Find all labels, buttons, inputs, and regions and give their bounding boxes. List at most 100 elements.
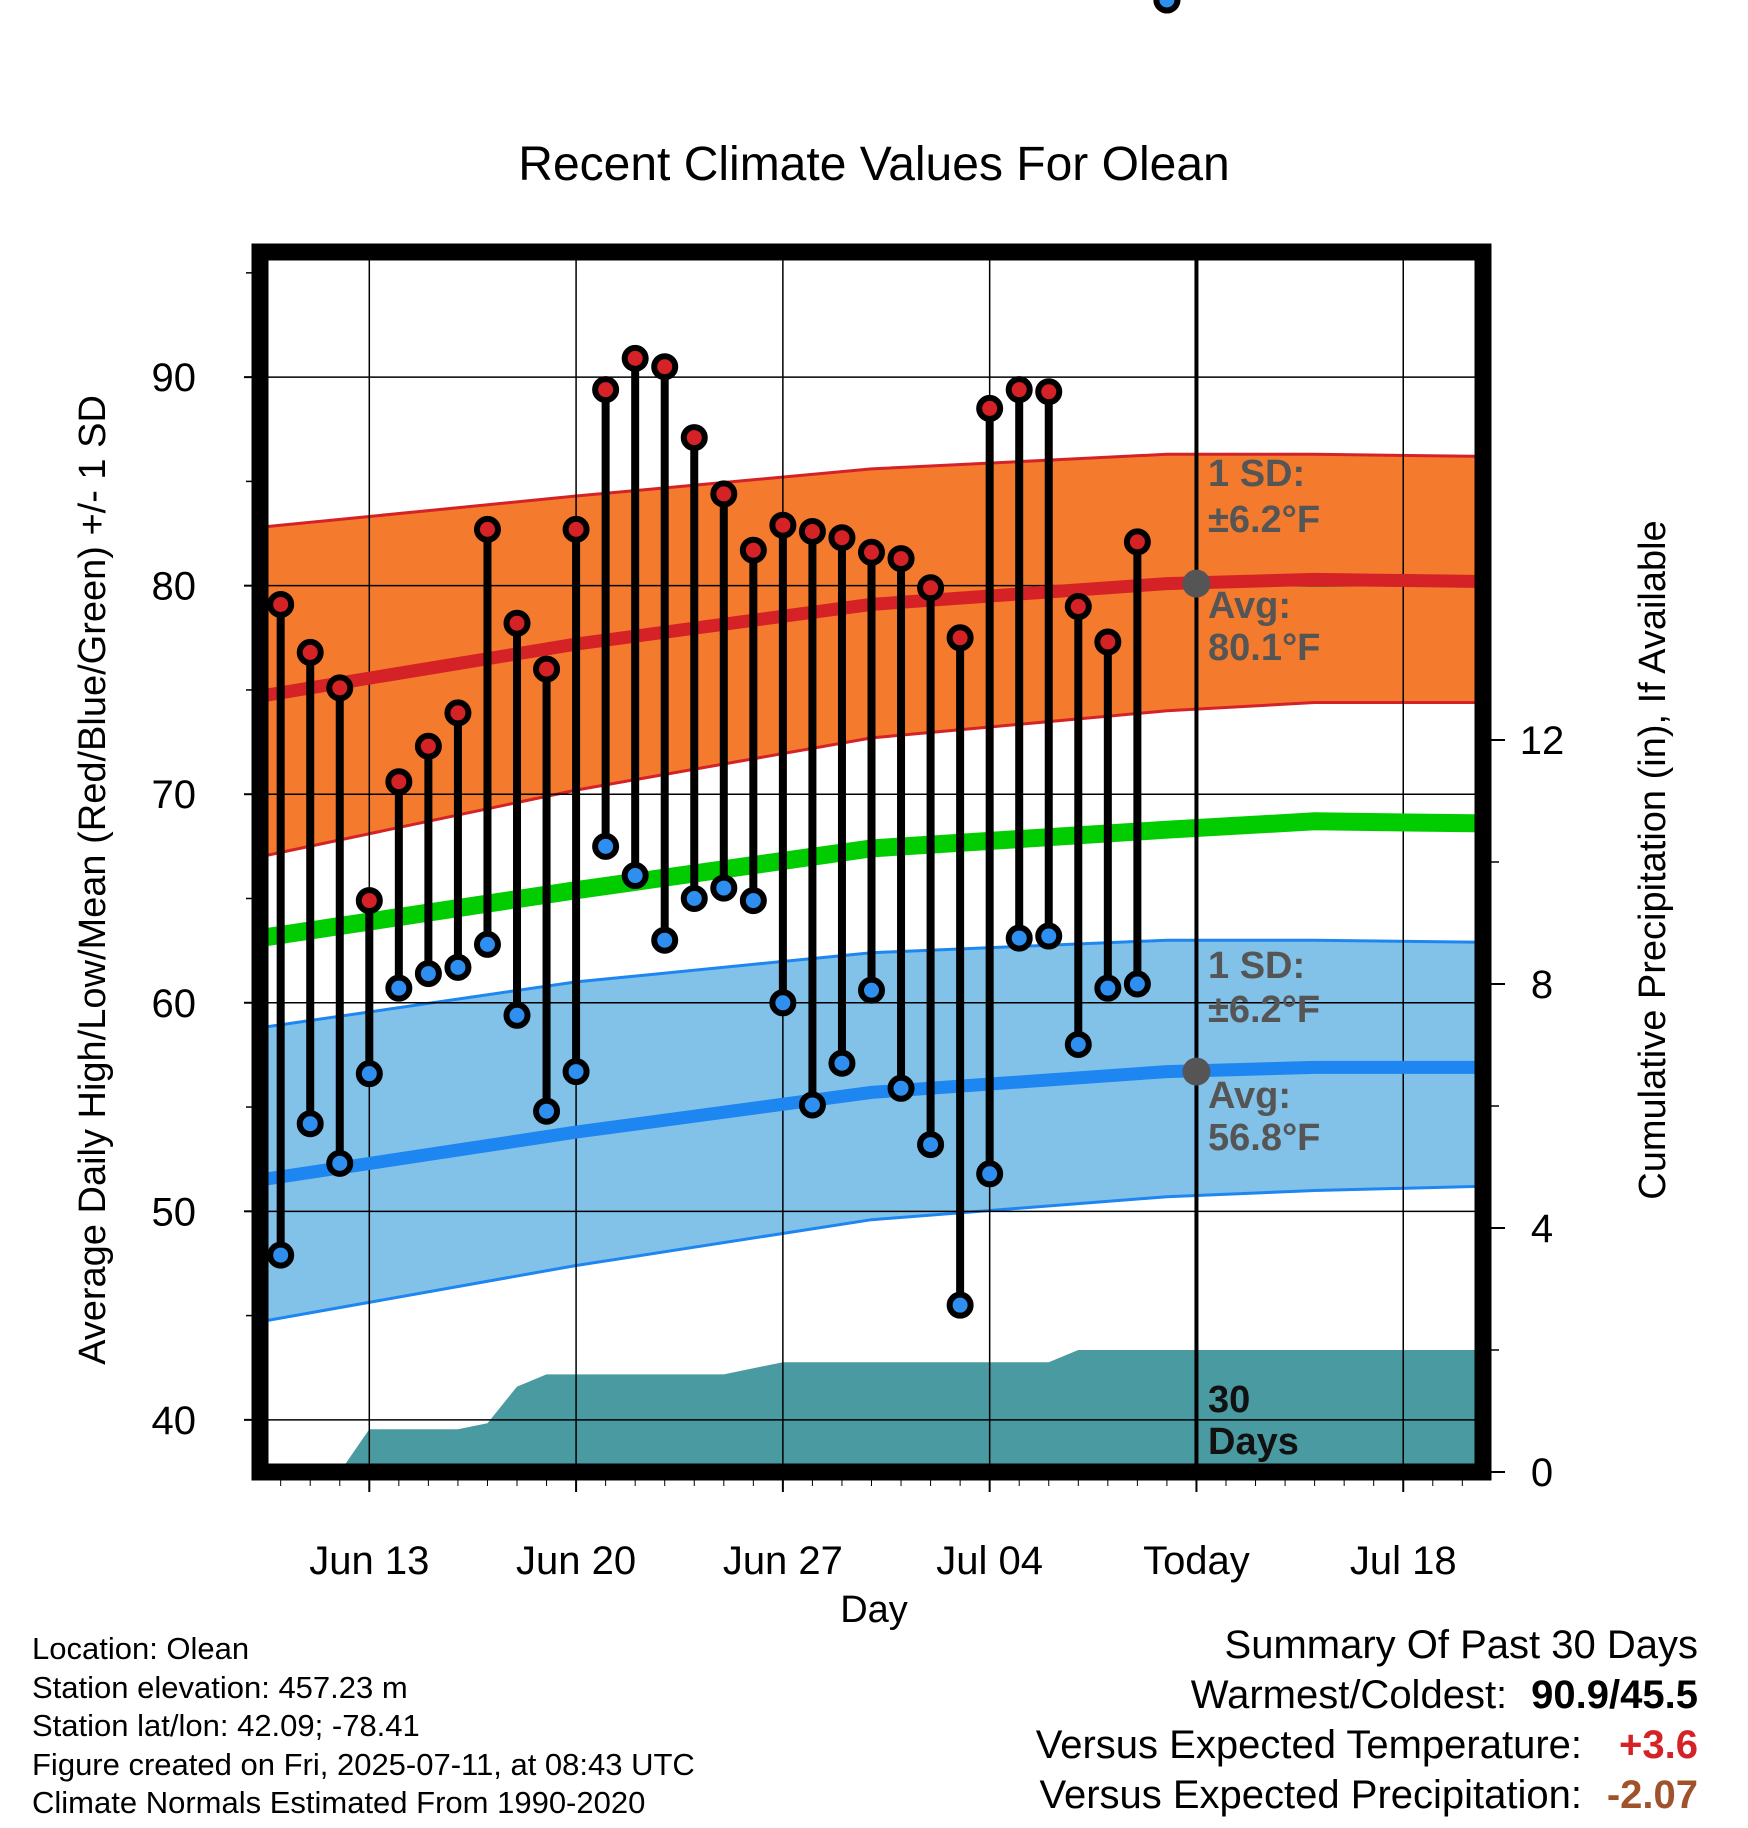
warm-cold-label: Warmest/Coldest: <box>1190 1673 1508 1717</box>
high-point <box>444 699 472 727</box>
low-point <box>444 953 472 981</box>
precip-label: Versus Expected Precipitation: <box>1039 1773 1582 1817</box>
station-info: Location: Olean Station elevation: 457.2… <box>32 1630 695 1823</box>
low-normal-line <box>260 1060 1483 1187</box>
low-point <box>858 976 885 1004</box>
high-point <box>828 524 856 552</box>
precip-value: -2.07 <box>1606 1773 1698 1817</box>
y2-tick-label: 0 <box>1531 1451 1553 1495</box>
y-tick-label: 40 <box>152 1399 197 1443</box>
precip-days-number: 30 <box>1208 1379 1250 1421</box>
low-point <box>739 887 767 915</box>
today-high-normal-marker <box>1182 569 1211 598</box>
high-point <box>946 624 974 652</box>
high-point <box>739 536 767 564</box>
low-avg-label: Avg: <box>1208 1075 1291 1117</box>
x-tick-label: Jul 04 <box>936 1539 1043 1583</box>
axes: 40 50 60 70 80 90 0 4 8 12 Jun 13 Jun 20 Jun 27 Jul 0… <box>152 272 1565 1583</box>
low-point <box>798 1091 826 1119</box>
low-point <box>385 974 413 1002</box>
high-point <box>710 480 738 508</box>
precip-area <box>260 1350 1483 1472</box>
high-avg-label: Avg: <box>1208 585 1291 627</box>
latlon-text: Station lat/lon: 42.09; -78.41 <box>32 1708 420 1743</box>
y-tick-label: 50 <box>152 1190 197 1234</box>
high-point <box>326 674 354 702</box>
today-low-normal-marker <box>1182 1057 1211 1086</box>
low-point <box>710 874 738 902</box>
plot-frame <box>251 243 1492 1481</box>
created-text: Figure created on Fri, 2025-07-11, at 08… <box>32 1746 695 1782</box>
low-point <box>1035 922 1063 950</box>
summary-precip-row: Versus Expected Precipitation: -2.07 <box>1036 1770 1698 1820</box>
low-point <box>621 862 649 890</box>
y2-tick-label: 4 <box>1531 1207 1553 1251</box>
low-point <box>473 930 501 958</box>
low-point <box>296 1110 324 1138</box>
low-sd-value: ±6.2°F <box>1208 989 1320 1031</box>
low-point <box>1094 974 1122 1002</box>
low-sd-lower-line <box>260 1184 1483 1324</box>
low-point <box>946 1291 974 1319</box>
high-point <box>562 515 590 543</box>
low-point <box>1064 1030 1092 1058</box>
high-point <box>1005 376 1033 404</box>
low-avg-value: 56.8°F <box>1208 1117 1320 1159</box>
temp-value: +3.6 <box>1619 1723 1698 1767</box>
low-point <box>355 1060 383 1088</box>
high-point <box>414 732 442 760</box>
high-point <box>473 515 501 543</box>
low-point <box>592 832 620 860</box>
summary-temp-row: Versus Expected Temperature: +3.6 <box>1036 1720 1698 1770</box>
y-tick-label: 60 <box>152 982 197 1026</box>
low-point <box>828 1049 856 1077</box>
elevation-text: Station elevation: 457.23 m <box>32 1669 408 1705</box>
chart-title: Recent Climate Values For Olean <box>518 138 1229 191</box>
low-point <box>1123 970 1151 998</box>
low-point <box>976 1160 1004 1188</box>
high-avg-value: 80.1°F <box>1208 627 1320 669</box>
warm-cold-value: 90.9/45.5 <box>1531 1673 1698 1717</box>
high-point <box>267 590 295 618</box>
low-point <box>917 1131 945 1159</box>
x-tick-label: Jul 18 <box>1350 1539 1457 1583</box>
high-point <box>355 887 383 915</box>
high-point <box>296 638 324 666</box>
temp-label: Versus Expected Temperature: <box>1035 1723 1582 1767</box>
high-point <box>503 609 531 637</box>
low-point <box>680 884 708 912</box>
low-point <box>267 1241 295 1269</box>
x-tick-label: Jun 27 <box>723 1539 843 1583</box>
low-point <box>414 960 442 988</box>
high-point <box>533 655 561 683</box>
high-point <box>917 574 945 602</box>
y-tick-label: 90 <box>152 356 197 400</box>
low-point <box>503 1001 531 1029</box>
high-sd-label: 1 SD: <box>1208 453 1305 495</box>
precip-days-label: Days <box>1208 1421 1299 1463</box>
high-sd-value: ±6.2°F <box>1208 499 1320 541</box>
high-point <box>769 511 797 539</box>
summary-title: Summary Of Past 30 Days <box>1224 1623 1698 1667</box>
y2-tick-label: 12 <box>1520 719 1565 763</box>
high-point <box>858 538 885 566</box>
y-tick-label: 70 <box>152 773 197 817</box>
high-point <box>592 376 620 404</box>
low-point <box>769 989 797 1017</box>
high-point <box>385 768 413 796</box>
summary-warm-cold-row: Warmest/Coldest: 90.9/45.5 <box>1036 1670 1698 1720</box>
normals-text: Climate Normals Estimated From 1990-2020 <box>32 1785 646 1820</box>
y2-tick-label: 8 <box>1531 963 1553 1007</box>
low-sd-band <box>260 940 1483 1322</box>
x-tick-label: Jun 20 <box>516 1539 636 1583</box>
x-tick-label: Today <box>1143 1539 1250 1583</box>
low-point <box>533 1097 561 1125</box>
high-point <box>798 517 826 545</box>
high-point <box>1064 593 1092 621</box>
low-sd-label: 1 SD: <box>1208 945 1305 987</box>
low-point <box>562 1058 590 1086</box>
high-point <box>1035 378 1063 406</box>
low-point <box>326 1149 354 1177</box>
x-axis-label: Day <box>840 1589 908 1631</box>
